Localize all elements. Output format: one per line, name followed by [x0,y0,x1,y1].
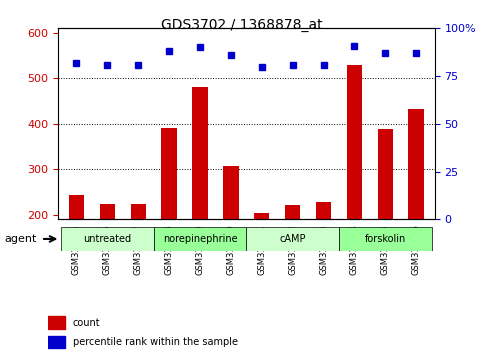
Bar [223,166,239,306]
Bar [347,65,362,306]
Text: count: count [73,318,100,328]
Bar [254,213,270,306]
Bar [48,336,65,348]
Bar [409,109,424,306]
Bar [285,205,300,306]
Bar [69,195,84,306]
Bar [99,204,115,306]
Text: forskolin: forskolin [365,234,406,244]
FancyBboxPatch shape [61,227,154,251]
Bar [130,204,146,306]
Text: untreated: untreated [83,234,131,244]
FancyBboxPatch shape [246,227,339,251]
Bar [48,316,65,329]
Text: norepinephrine: norepinephrine [163,234,237,244]
FancyBboxPatch shape [339,227,432,251]
FancyBboxPatch shape [154,227,246,251]
Text: percentile rank within the sample: percentile rank within the sample [73,337,238,347]
Text: cAMP: cAMP [279,234,306,244]
Bar [161,129,177,306]
Bar [192,87,208,306]
Bar [378,129,393,306]
Bar [316,202,331,306]
Text: agent: agent [5,234,37,244]
Text: GDS3702 / 1368878_at: GDS3702 / 1368878_at [161,18,322,32]
